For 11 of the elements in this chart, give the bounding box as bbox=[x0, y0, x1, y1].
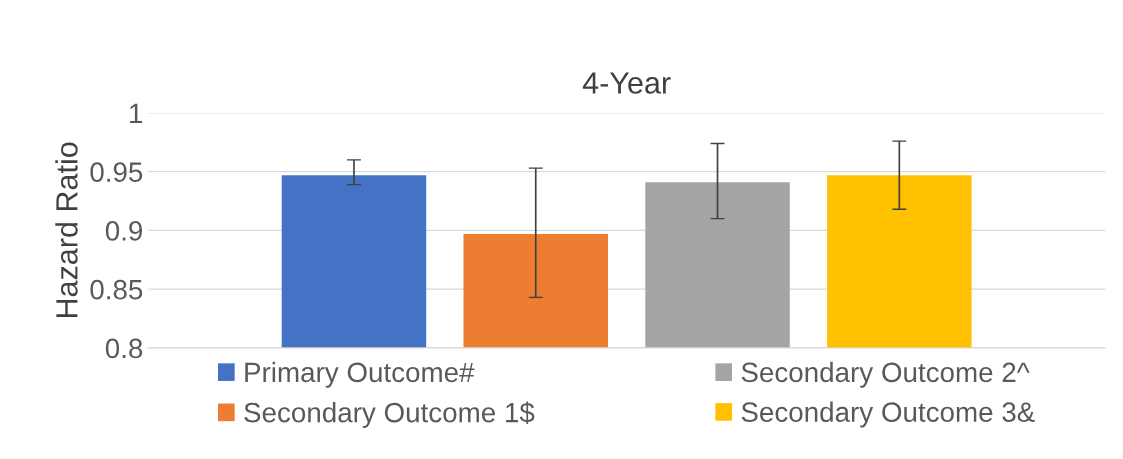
legend-label: Secondary Outcome 2^ bbox=[741, 361, 1030, 388]
y-axis-title: Hazard Ratio bbox=[55, 142, 78, 318]
y-tick-label: 1 bbox=[130, 103, 143, 123]
y-tick-label: 0.9 bbox=[105, 221, 143, 241]
chart-title: 4-Year bbox=[582, 72, 671, 94]
legend-label: Secondary Outcome 3& bbox=[741, 401, 1035, 428]
y-tick-label: 0.85 bbox=[90, 279, 143, 300]
legend-label: Secondary Outcome 1$ bbox=[244, 401, 535, 428]
legend-label: Primary Outcome# bbox=[245, 361, 475, 388]
y-tick-label: 0.8 bbox=[105, 338, 143, 359]
y-tick-label: 0.95 bbox=[90, 162, 143, 182]
